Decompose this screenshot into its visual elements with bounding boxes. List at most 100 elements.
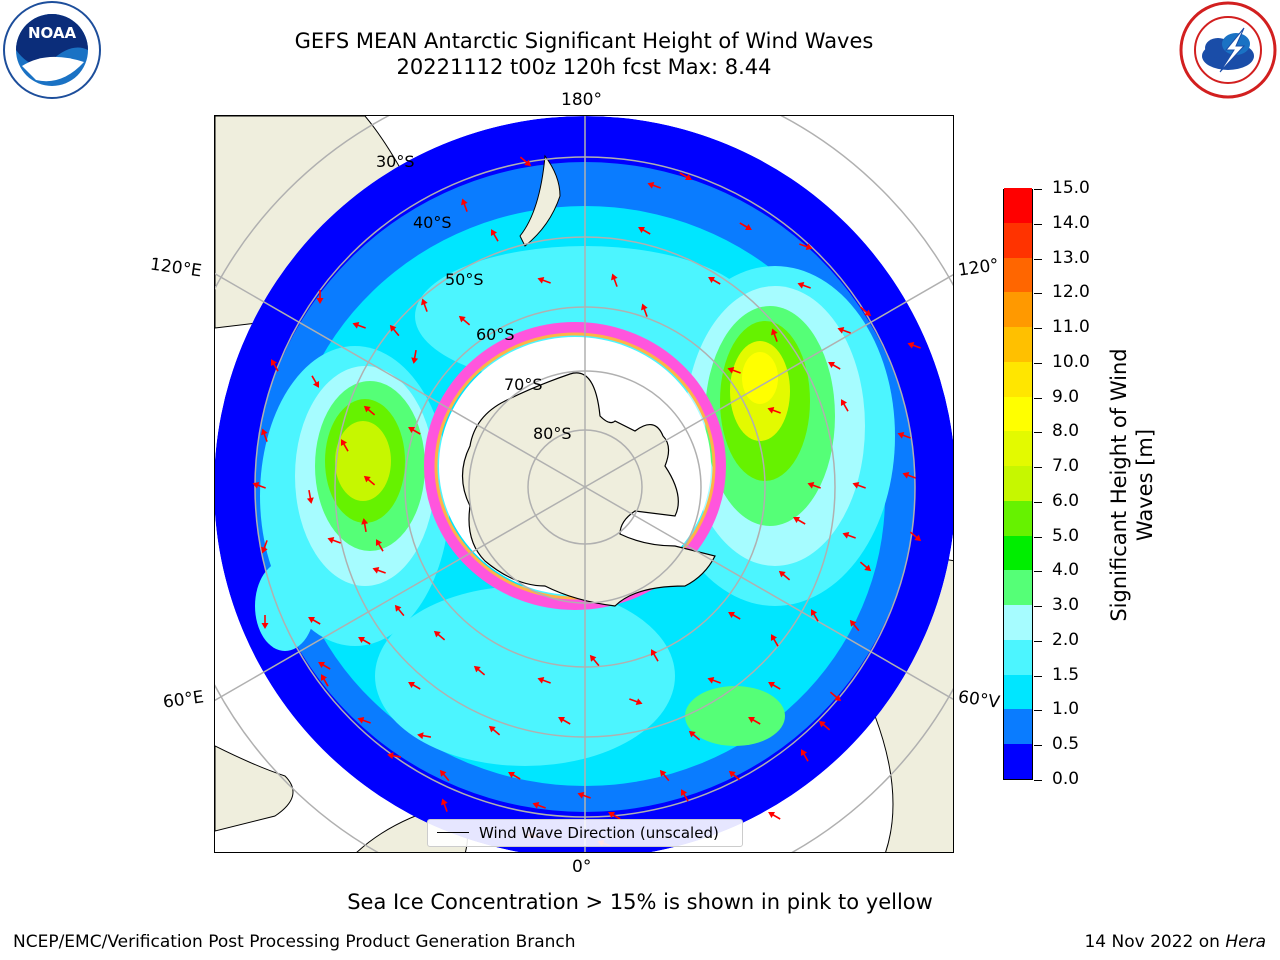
sea-ice-note: Sea Ice Concentration > 15% is shown in …	[347, 890, 933, 914]
wave-arrow	[797, 282, 811, 289]
colorbar-segment	[1004, 604, 1032, 640]
wave-arrow	[679, 172, 692, 181]
machine-name: Hera	[1225, 932, 1266, 952]
colorbar-tick-label: 8.0	[1052, 421, 1080, 442]
colorbar-segment	[1004, 257, 1032, 293]
colorbar-tick	[1034, 780, 1042, 781]
wave-arrow	[394, 604, 405, 617]
wave-arrow	[650, 649, 659, 662]
colorbar-segment	[1004, 569, 1032, 606]
wave-arrow	[372, 567, 386, 574]
lat-label-80s: 80°S	[533, 424, 572, 443]
wave-arrow	[739, 222, 752, 231]
wave-arrow	[829, 691, 842, 702]
wave-arrow	[408, 681, 421, 690]
colorbar-segment	[1004, 326, 1032, 362]
colorbar-segment	[1004, 396, 1032, 432]
wave-arrow	[902, 472, 916, 479]
wave-arrow	[363, 475, 376, 486]
colorbar-tick	[1034, 432, 1042, 434]
wave-arrow	[318, 661, 331, 670]
wave-arrow	[707, 677, 721, 684]
wave-arrow	[508, 771, 521, 780]
colorbar-tick-label: 2.0	[1052, 629, 1080, 650]
colorbar-segment	[1004, 709, 1032, 745]
wave-arrow	[433, 630, 446, 641]
wave-arrow	[532, 802, 546, 809]
colorbar-tick	[1034, 501, 1042, 503]
colorbar-segment	[1004, 187, 1032, 223]
date-prefix: 14 Nov 2022 on	[1084, 932, 1226, 952]
wave-arrow	[799, 243, 813, 250]
colorbar-tick	[1034, 362, 1042, 364]
wave-arrow	[840, 399, 849, 412]
colorbar-tick-label: 7.0	[1052, 456, 1080, 477]
wave-arrow	[408, 426, 421, 435]
wave-arrow	[352, 322, 366, 329]
wave-arrow	[439, 769, 450, 782]
wave-arrow	[778, 570, 791, 581]
wave-arrow	[320, 674, 329, 687]
wave-arrow	[363, 405, 376, 416]
wave-arrow	[770, 634, 779, 647]
lat-label-70s: 70°S	[504, 375, 543, 394]
wave-arrow	[793, 516, 806, 525]
wave-arrow	[537, 677, 551, 684]
colorbar-tick	[1034, 189, 1042, 190]
wave-arrow	[327, 537, 341, 544]
wave-arrow	[358, 636, 371, 645]
wave-arrow	[909, 531, 922, 542]
wave-arrow	[828, 361, 841, 370]
colorbar-tick	[1034, 328, 1042, 330]
wave-arrow	[608, 811, 621, 820]
noaa-logo-text: NOAA	[28, 24, 77, 42]
nws-logo	[1178, 0, 1278, 100]
lat-label-40s: 40°S	[413, 213, 452, 232]
wave-arrow	[311, 375, 320, 388]
wave-arrow	[807, 482, 821, 489]
wind-wave-arrows	[252, 156, 922, 847]
colorbar-tick-label: 1.0	[1052, 699, 1080, 720]
colorbar-tick	[1034, 397, 1042, 399]
wave-arrow	[308, 616, 321, 625]
wave-arrow	[727, 367, 741, 374]
map-panel	[214, 115, 954, 853]
wave-arrow	[270, 359, 279, 372]
wave-arrow	[728, 770, 741, 781]
wave-arrow	[638, 226, 651, 235]
wave-arrow	[387, 752, 402, 760]
wave-arrow	[768, 811, 781, 820]
wave-arrow	[577, 792, 591, 799]
wave-arrow	[261, 540, 268, 554]
wave-arrow	[389, 324, 400, 337]
wave-arrow	[748, 716, 761, 725]
colorbar-segment	[1004, 222, 1032, 258]
wave-arrow	[316, 290, 324, 304]
colorbar-segment	[1004, 430, 1032, 467]
wave-arrow	[589, 654, 600, 667]
lon-label-60w: 60°V	[956, 687, 1001, 713]
colorbar	[1003, 187, 1033, 780]
wave-arrow	[537, 277, 551, 284]
colorbar-tick	[1034, 745, 1042, 747]
colorbar-tick-label: 6.0	[1052, 490, 1080, 511]
colorbar-title: Significant Height of Wind Waves [m]	[1107, 348, 1157, 622]
wave-arrow	[261, 615, 269, 629]
wave-arrow	[629, 698, 643, 705]
colorbar-segment	[1004, 639, 1032, 675]
lat-label-60s: 60°S	[476, 325, 515, 344]
credit-text: NCEP/EMC/Verification Post Processing Pr…	[13, 932, 576, 952]
colorbar-tick-label: 5.0	[1052, 525, 1080, 546]
colorbar-segment	[1004, 361, 1032, 397]
map-legend: Wind Wave Direction (unscaled)	[427, 819, 743, 847]
colorbar-tick-label: 11.0	[1052, 317, 1090, 338]
wave-arrow	[306, 489, 314, 504]
legend-label: Wind Wave Direction (unscaled)	[479, 824, 719, 842]
colorbar-tick	[1034, 258, 1042, 260]
chart-subtitle: 20221112 t00z 120h fcst Max: 8.44	[396, 55, 772, 79]
colorbar-tick-label: 1.5	[1052, 664, 1080, 685]
wave-arrow	[361, 518, 369, 533]
wave-arrow	[441, 798, 448, 812]
colorbar-tick	[1034, 223, 1042, 225]
lon-label-180: 180°	[561, 90, 602, 110]
